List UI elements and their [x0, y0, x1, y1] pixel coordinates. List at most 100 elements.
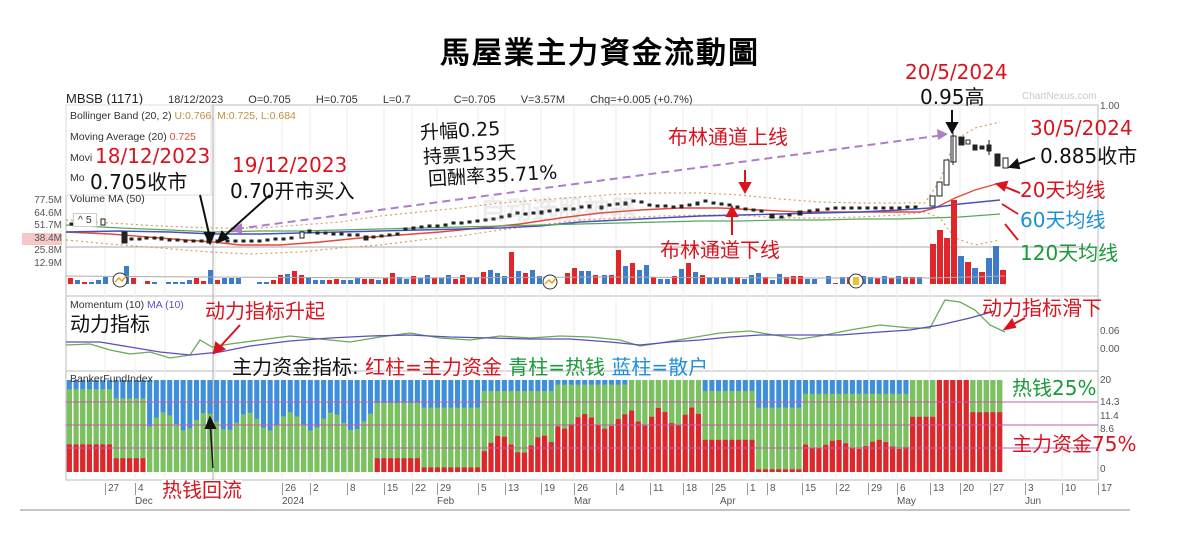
legend-momentum: Momentum (10) MA (10): [70, 299, 184, 311]
date-axis: 2741118262815222951319264111825181522296…: [0, 483, 1200, 511]
month-label: Dec: [135, 496, 153, 507]
ann-main-fund-pct: 主力资金75%: [1012, 432, 1137, 456]
date-tick: 5: [478, 483, 487, 495]
date-tick: 1: [747, 483, 756, 495]
date-tick: 27: [990, 483, 1004, 495]
legend-box: [65, 104, 212, 196]
ma20-value: 0.725: [169, 131, 196, 143]
ann-momentum-rise: 动力指标升起: [205, 299, 325, 323]
ann-ma60: 60天均线: [1020, 208, 1106, 232]
date-tick: 13: [930, 483, 944, 495]
ann-peak: 0.95高: [920, 85, 985, 109]
date-tick: 3: [1025, 483, 1034, 495]
quote-open: O=0.705: [248, 94, 291, 106]
ma120-line: [65, 213, 1001, 233]
date-tick: 22: [836, 483, 850, 495]
legend-ma20: Moving Average (20) 0.725: [70, 131, 196, 143]
momentum-ma-label: MA (10): [147, 299, 184, 311]
legend-volume-ma: Volume MA (50): [70, 193, 145, 205]
ann-momentum-title: 动力指标: [70, 312, 150, 336]
banker-legend-green: 青柱=热钱: [508, 355, 605, 379]
ma20-line: [65, 182, 1001, 246]
volume-axis: 77.5M 64.6M 51.7M 38.4M 25.8M 12.9M: [22, 195, 62, 270]
trend-arrow: [235, 134, 945, 230]
banker-legend-blue: 蓝柱=散户: [611, 355, 709, 379]
collapse-badge[interactable]: ^ 5: [73, 213, 97, 227]
momentum-ma-line: [66, 310, 996, 356]
date-tick: 10: [1062, 483, 1076, 495]
date-tick: 2: [310, 483, 319, 495]
month-label: Mar: [574, 496, 592, 507]
quote-volume: V=3.57M: [520, 94, 566, 106]
ann-buy-open-date: 19/12/2023: [232, 153, 348, 177]
ann-end-date: 30/5/2024: [1030, 116, 1133, 140]
date-tick: 15: [384, 483, 398, 495]
date-tick: 25: [712, 483, 726, 495]
ann-hot-money-back: 热钱回流: [162, 478, 242, 502]
quote-change: Chg=+0.005 (+0.7%): [590, 94, 693, 106]
ma-pointer-arrows: [1001, 203, 1019, 241]
month-label: May: [897, 496, 916, 507]
ann-bb-lower: 布林通道下线: [660, 238, 780, 262]
ann-gain: 升幅0.25: [419, 117, 501, 145]
legend-ma-row4: Mo: [70, 172, 85, 184]
bollinger-values: U:0.766, M:0.725, L:0.684: [174, 110, 296, 122]
red-annotation-arrows: [212, 170, 1026, 355]
bollinger-lower: [65, 211, 1001, 255]
date-tick: 27: [105, 483, 119, 495]
date-tick: 29: [437, 483, 451, 495]
quote-high: H=0.705: [315, 94, 358, 106]
momentum-label: Momentum (10): [70, 299, 145, 311]
page-title: 馬屋業主力資金流動圖: [440, 36, 760, 71]
momentum-tick-0: 0.06: [1100, 326, 1120, 337]
date-tick: 8: [767, 483, 776, 495]
date-tick: 26: [282, 483, 296, 495]
ann-hot-money-pct: 热钱25%: [1012, 376, 1097, 400]
month-label: Apr: [720, 496, 736, 507]
ann-bb-upper: 布林通道上线: [668, 125, 788, 149]
bollinger-label: Bollinger Band (20, 2): [70, 110, 172, 122]
ann-ma120: 120天均线: [1020, 241, 1119, 265]
banker-tick-11: 11.4: [1100, 411, 1119, 422]
candlesticks: [69, 130, 1009, 244]
banker-tick-8: 8.6: [1100, 424, 1114, 435]
volume-bars: [68, 200, 1006, 284]
banker-tick-20: 20: [1100, 375, 1112, 386]
date-tick: 4: [616, 483, 625, 495]
momentum-tick-1: 0.00: [1100, 344, 1120, 355]
price-tick-top: 1.00: [1100, 101, 1120, 112]
date-tick: 15: [802, 483, 816, 495]
legend-ma-row3: Movi: [70, 152, 93, 164]
date-tick: 18: [683, 483, 697, 495]
legend-bollinger: Bollinger Band (20, 2) U:0.766, M:0.725,…: [70, 110, 296, 122]
quote-close: C=0.705: [453, 94, 496, 106]
ann-buy-close: 0.705收市: [90, 170, 188, 194]
date-tick: 13: [505, 483, 519, 495]
ann-buy-open: 0.70开市买入: [230, 179, 355, 203]
ann-peak-date: 20/5/2024: [905, 60, 1008, 84]
quote-info-bar: MBSB (1171) 18/12/2023 O=0.705 H=0.705 L…: [66, 91, 715, 106]
date-tick: 17: [1098, 483, 1112, 495]
event-icons: [112, 272, 864, 290]
ann-buy-close-date: 18/12/2023: [95, 144, 211, 168]
volume-ma-line: [65, 275, 1006, 279]
date-tick: 20: [960, 483, 974, 495]
date-tick: 26: [574, 483, 588, 495]
watermark: 自动选股神器: [480, 196, 637, 226]
month-label: 2024: [282, 496, 305, 507]
date-tick: 22: [412, 483, 426, 495]
banker-legend-red: 红柱=主力资金: [365, 355, 502, 379]
date-tick: 6: [897, 483, 906, 495]
date-tick: 11: [650, 483, 663, 495]
symbol-label: MBSB (1171): [66, 91, 144, 106]
date-tick: 8: [347, 483, 356, 495]
ma20-label: Moving Average (20): [70, 131, 167, 143]
banker-fund-bars: [66, 380, 1003, 472]
banker-legend-title: 主力资金指标:: [232, 355, 366, 379]
bollinger-upper: [65, 121, 1001, 229]
banker-tick-14: 14.3: [1100, 397, 1120, 408]
ann-momentum-fall: 动力指标滑下: [982, 296, 1102, 320]
site-watermark: ChartNexus.com: [1022, 91, 1097, 102]
annotation-arrows: [199, 110, 1036, 469]
